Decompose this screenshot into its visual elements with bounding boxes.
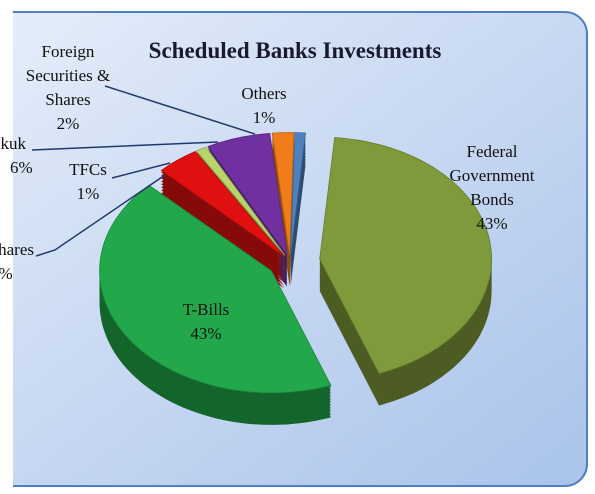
leader-line xyxy=(111,162,171,179)
label-name: Others xyxy=(241,84,287,103)
label-name: Foreign Securities & Shares xyxy=(25,42,111,109)
label-value: 1% xyxy=(252,108,276,127)
slice xyxy=(99,184,332,394)
leader-line xyxy=(31,141,219,151)
slice xyxy=(195,146,286,256)
label-value: 1% xyxy=(76,184,100,203)
left-strip xyxy=(0,0,13,494)
label-value: 4% xyxy=(0,262,34,286)
slice xyxy=(160,151,285,257)
chart-title: Scheduled Banks Investments xyxy=(148,38,442,63)
leader-line xyxy=(35,174,166,257)
slice xyxy=(271,132,295,255)
slice-label: Foreign Securities & Shares 2% xyxy=(20,40,116,136)
label-name: Sukuk xyxy=(0,134,26,153)
slice xyxy=(290,132,306,255)
slice-label: Others 1% xyxy=(229,82,299,130)
label-value: 6% xyxy=(10,158,33,177)
slice xyxy=(319,137,492,374)
slice-label: Sukuk 6% xyxy=(0,132,33,180)
label-name: T-Bills xyxy=(182,300,230,319)
label-value: 2% xyxy=(56,114,80,133)
pie xyxy=(99,132,492,425)
slice-label: T-Bills 43% xyxy=(166,298,246,346)
leader-lines xyxy=(31,85,256,257)
label-value: 43% xyxy=(476,214,508,233)
label-name: Shares xyxy=(0,240,34,259)
slice-label: Shares 4% xyxy=(0,238,34,286)
slice-label: Federal Government Bonds 43% xyxy=(436,140,548,236)
label-value: 43% xyxy=(190,324,222,343)
slice-label: TFCs 1% xyxy=(58,158,118,206)
label-name: Federal Government Bonds xyxy=(449,142,535,209)
slice xyxy=(207,132,288,256)
leader-line xyxy=(104,85,256,135)
label-name: TFCs xyxy=(69,160,107,179)
